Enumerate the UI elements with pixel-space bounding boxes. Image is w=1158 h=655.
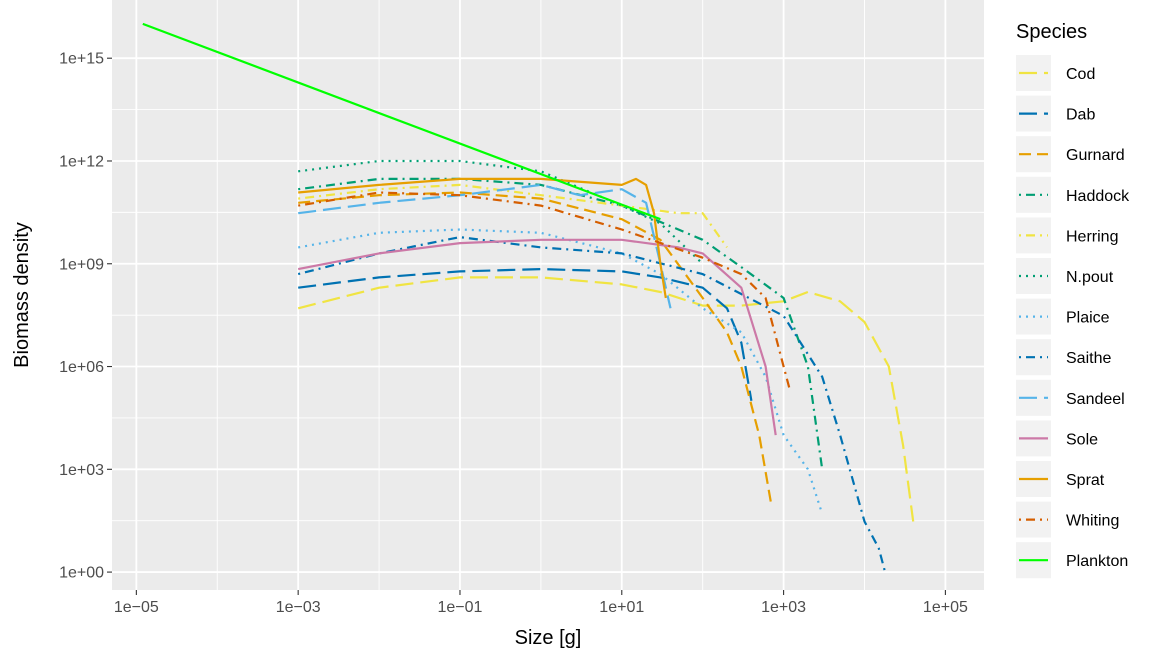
legend-item-plaice: Plaice xyxy=(1016,298,1110,335)
y-axis-title: Biomass density xyxy=(11,222,33,368)
legend-label: Haddock xyxy=(1066,188,1130,205)
y-tick-label: 1e+00 xyxy=(59,565,104,582)
x-tick-label: 1e−03 xyxy=(276,599,321,616)
major-gridlines xyxy=(112,0,984,590)
legend-item-gurnard: Gurnard xyxy=(1016,136,1125,173)
series-line-dab xyxy=(298,268,753,401)
x-tick-label: 1e−01 xyxy=(438,599,483,616)
series-line-herring xyxy=(298,183,728,249)
x-tick-label: 1e+05 xyxy=(923,599,968,616)
series-line-plaice xyxy=(298,228,824,515)
legend-label: Plankton xyxy=(1066,553,1128,570)
legend-label: Whiting xyxy=(1066,513,1119,530)
y-tick-label: 1e+03 xyxy=(59,462,104,479)
legend-item-sandeel: Sandeel xyxy=(1016,379,1125,416)
legend-title: Species xyxy=(1016,21,1087,43)
legend-item-saithe: Saithe xyxy=(1016,339,1111,376)
x-tick-label: 1e+03 xyxy=(761,599,806,616)
legend-label: Saithe xyxy=(1066,350,1111,367)
x-axis-title: Size [g] xyxy=(515,627,582,649)
x-tick-label: 1e+01 xyxy=(599,599,644,616)
plot-panel xyxy=(112,0,984,590)
legend-item-dab: Dab xyxy=(1016,95,1095,132)
legend-label: Sprat xyxy=(1066,472,1105,489)
series-line-cod xyxy=(297,276,915,522)
legend-label: Sandeel xyxy=(1066,391,1125,408)
legend-item-n-pout: N.pout xyxy=(1016,258,1114,294)
series-line-whiting xyxy=(298,191,792,391)
legend-item-whiting: Whiting xyxy=(1016,501,1119,538)
legend-item-plankton: Plankton xyxy=(1016,542,1128,579)
x-tick-label: 1e−05 xyxy=(114,599,159,616)
y-tick-label: 1e+06 xyxy=(59,359,104,376)
y-tick-label: 1e+12 xyxy=(59,153,104,170)
legend-item-sprat: Sprat xyxy=(1016,461,1105,497)
legend-label: Sole xyxy=(1066,431,1098,448)
series-line-sandeel xyxy=(298,183,672,309)
legend-label: Cod xyxy=(1066,66,1095,83)
minor-gridlines xyxy=(112,0,984,590)
series-line-sole xyxy=(297,238,777,436)
legend-items: Cod Dab Gurnard Haddock Herring N.pout Plaice S… xyxy=(1016,55,1130,579)
legend-label: Gurnard xyxy=(1066,147,1125,164)
series-line-haddock xyxy=(298,177,824,470)
series-line-sprat xyxy=(298,177,667,299)
y-tick-label: 1e+15 xyxy=(59,51,104,68)
y-axis: 1e+00 1e+03 1e+06 1e+09 1e+12 1e+15 xyxy=(59,51,112,582)
legend-label: Dab xyxy=(1066,107,1095,124)
series-lines xyxy=(142,22,915,573)
legend-label: Plaice xyxy=(1066,310,1110,327)
y-tick-label: 1e+09 xyxy=(59,256,104,273)
legend-label: N.pout xyxy=(1066,269,1114,286)
legend-item-haddock: Haddock xyxy=(1016,176,1130,213)
legend-item-herring: Herring xyxy=(1016,217,1118,254)
x-axis: 1e−05 1e−03 1e−01 1e+01 1e+03 1e+05 xyxy=(114,590,968,616)
legend-label: Herring xyxy=(1066,228,1118,245)
series-line-plankton xyxy=(142,22,661,221)
legend-item-sole: Sole xyxy=(1016,420,1098,457)
legend: Species Cod Dab Gurnard Haddock Herring N.pou… xyxy=(1016,21,1130,579)
legend-item-cod: Cod xyxy=(1016,55,1095,91)
